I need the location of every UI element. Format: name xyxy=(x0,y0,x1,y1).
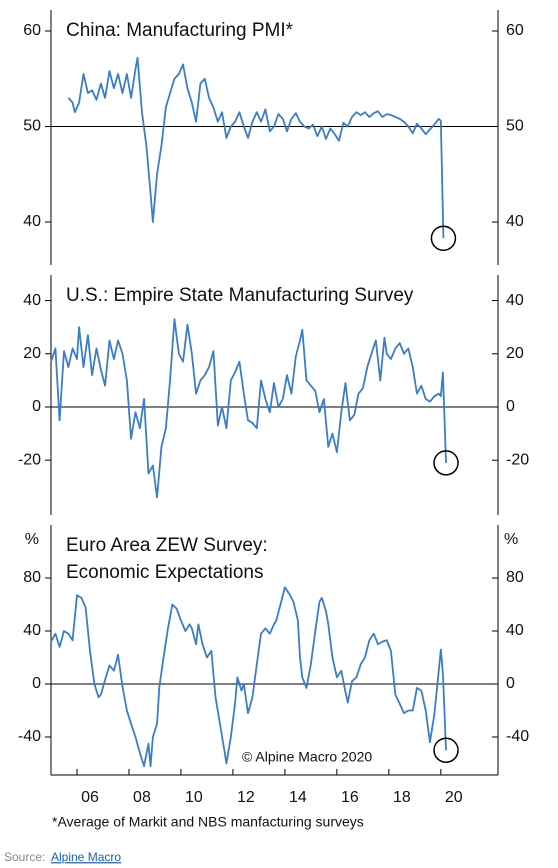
y-tick-label: 20 xyxy=(23,345,41,362)
highlight-circle xyxy=(430,225,457,252)
y-tick-label: 40 xyxy=(23,213,41,230)
footnote: *Average of Markit and NBS manfacturing … xyxy=(52,814,364,830)
y-axis-unit: % xyxy=(25,531,39,548)
x-tick-label: 16 xyxy=(341,789,359,806)
y-tick-label: -20 xyxy=(506,451,529,468)
copyright-note: © Alpine Macro 2020 xyxy=(242,749,372,765)
panel-title: Euro Area ZEW Survey: xyxy=(66,535,268,556)
source-label: Source: xyxy=(4,850,45,864)
y-tick-label: -20 xyxy=(18,451,41,468)
y-tick-label: 50 xyxy=(506,118,524,135)
y-tick-label: 80 xyxy=(23,569,41,586)
y-tick-label: 80 xyxy=(506,569,524,586)
y-tick-label: 40 xyxy=(506,213,524,230)
y-tick-label: 40 xyxy=(506,622,524,639)
panel-title: Economic Expectations xyxy=(66,562,264,583)
x-tick-label: 10 xyxy=(185,789,203,806)
y-axis-unit: % xyxy=(504,531,518,548)
data-line xyxy=(50,586,447,768)
y-tick-label: 40 xyxy=(506,292,524,309)
panel-title: U.S.: Empire State Manufacturing Survey xyxy=(66,285,414,306)
highlight-circle xyxy=(433,450,459,476)
x-tick-label: 20 xyxy=(445,789,463,806)
data-line xyxy=(50,318,447,499)
y-tick-label: 0 xyxy=(506,675,515,692)
y-tick-label: 40 xyxy=(23,622,41,639)
y-tick-label: 60 xyxy=(23,22,41,39)
x-tick-label: 14 xyxy=(289,789,307,806)
y-tick-label: 0 xyxy=(506,398,515,415)
y-tick-label: 60 xyxy=(506,22,524,39)
source-link[interactable]: Alpine Macro xyxy=(51,850,121,864)
x-tick-label: 18 xyxy=(393,789,411,806)
y-tick-label: 40 xyxy=(23,292,41,309)
x-tick-label: 06 xyxy=(81,789,99,806)
data-line xyxy=(67,56,445,239)
y-tick-label: -40 xyxy=(18,728,41,745)
y-tick-label: -40 xyxy=(506,728,529,745)
y-tick-label: 0 xyxy=(32,675,41,692)
x-tick-label: 12 xyxy=(237,789,255,806)
x-tick-label: 08 xyxy=(133,789,151,806)
y-tick-label: 0 xyxy=(32,398,41,415)
y-tick-label: 50 xyxy=(23,118,41,135)
highlight-circle xyxy=(433,737,459,763)
panel-title: China: Manufacturing PMI* xyxy=(66,20,294,41)
y-tick-label: 20 xyxy=(506,345,524,362)
